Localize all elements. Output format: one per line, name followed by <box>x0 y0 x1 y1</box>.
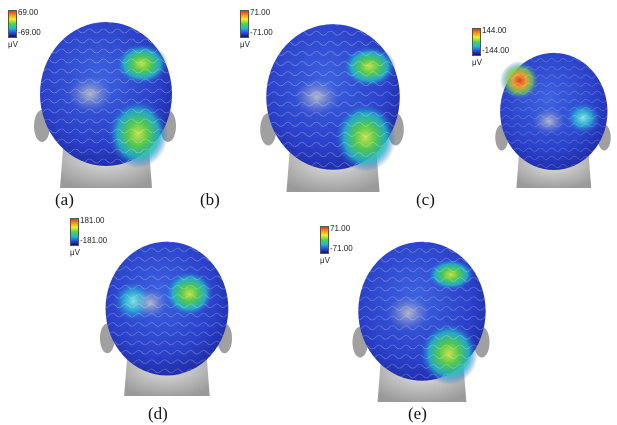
scale-max: 71.00 <box>250 8 271 17</box>
scale-min: -144.00 <box>482 46 510 55</box>
color-scale: 181.00 -181.00 μV <box>70 216 130 264</box>
panel-b: (b) 71.00 -71.00 μV <box>200 0 410 212</box>
color-scale: 71.00 -71.00 μV <box>320 224 380 272</box>
panel-label: (e) <box>408 404 427 423</box>
color-bar <box>70 218 79 246</box>
head-topography <box>352 241 490 402</box>
scale-max: 144.00 <box>482 26 507 35</box>
panel-label: (d) <box>148 404 168 423</box>
scale-unit: μV <box>8 40 18 49</box>
head-topography <box>34 22 176 188</box>
panel-c: 144.00 -144.00 μV (c) <box>410 0 617 212</box>
scale-max: 69.00 <box>18 8 39 17</box>
color-scale: 71.00 -71.00 μV <box>240 8 300 56</box>
scale-min: -71.00 <box>330 244 353 253</box>
head-topography <box>99 241 233 396</box>
panel-e: 71.00 -71.00 μV (e) <box>300 212 617 425</box>
scale-max: 181.00 <box>80 216 105 225</box>
color-bar <box>240 10 249 38</box>
scale-min: -69.00 <box>18 28 41 37</box>
color-bar <box>472 28 481 56</box>
scale-unit: μV <box>472 58 482 67</box>
head-topography <box>495 52 611 188</box>
panel-label: (a) <box>55 190 74 209</box>
scale-max: 71.00 <box>330 224 351 233</box>
panel-d: 181.00 -181.00 μV (d) <box>0 212 300 425</box>
panel-a: 69.00 -69.00 μV (a) <box>0 0 200 212</box>
scale-unit: μV <box>320 256 330 265</box>
panel-label: (b) <box>200 190 220 209</box>
scale-unit: μV <box>70 248 80 257</box>
color-bar <box>8 10 17 38</box>
color-bar <box>320 226 329 254</box>
panel-label: (c) <box>416 190 435 209</box>
scale-min: -71.00 <box>250 28 273 37</box>
color-scale: 69.00 -69.00 μV <box>8 8 68 56</box>
scale-min: -181.00 <box>80 236 108 245</box>
head-topography <box>260 24 404 192</box>
color-scale: 144.00 -144.00 μV <box>472 26 532 74</box>
scale-unit: μV <box>240 40 250 49</box>
